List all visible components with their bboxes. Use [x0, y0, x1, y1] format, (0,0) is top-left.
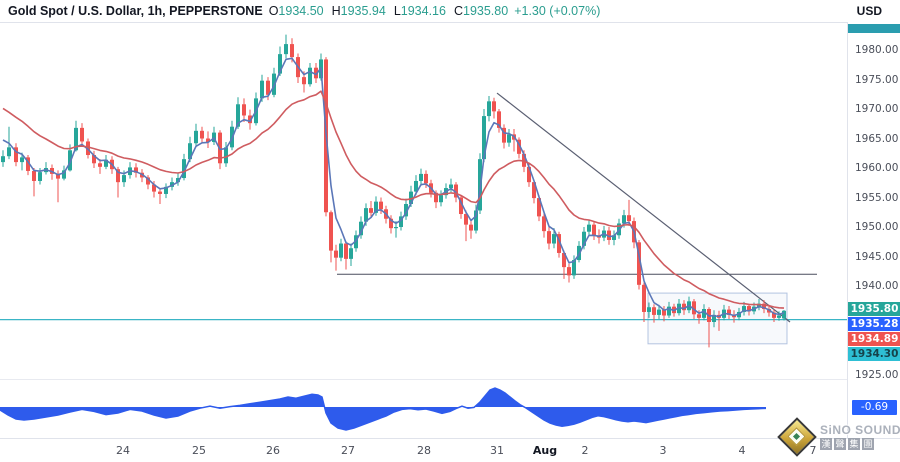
- time-tick-4: 4: [738, 444, 746, 457]
- pane-separator[interactable]: [0, 379, 847, 380]
- price-tick: 1950.00: [855, 221, 899, 233]
- broker-watermark: SiNO SOUND 漢聲集團: [776, 414, 900, 458]
- time-tick-28: 28: [417, 444, 431, 457]
- time-tick-Aug: Aug: [532, 444, 558, 457]
- watermark-cjk-char: 集: [848, 437, 860, 450]
- time-tick-3: 3: [659, 444, 667, 457]
- price-tick: 1980.00: [855, 44, 899, 56]
- high-value: 1935.94: [340, 4, 386, 18]
- chart-header: Gold Spot / U.S. Dollar, 1h, PEPPERSTONE…: [0, 0, 900, 23]
- watermark-title: SiNO SOUND: [820, 422, 900, 437]
- ma_slow-line[interactable]: [2, 90, 785, 309]
- time-tick-27: 27: [341, 444, 355, 457]
- watermark-cjk-char: 團: [862, 437, 874, 450]
- price-tick: 1965.00: [855, 132, 899, 145]
- time-tick-31: 31: [490, 444, 504, 457]
- low-label: L: [393, 4, 401, 18]
- oscillator-curve[interactable]: [0, 387, 767, 431]
- level-price-label: 1934.30: [848, 347, 900, 361]
- price-tick: 1975.00: [855, 73, 899, 86]
- time-tick-25: 25: [192, 444, 206, 457]
- price-tick: 1925.00: [855, 368, 899, 381]
- last-price-label: 1935.80: [848, 302, 900, 316]
- price-tick: 1945.00: [855, 250, 899, 263]
- symbol-row: Gold Spot / U.S. Dollar, 1h, PEPPERSTONE…: [0, 4, 600, 18]
- consolidation-box[interactable]: [647, 292, 788, 345]
- price-tick: 1940.00: [855, 280, 899, 292]
- oscillator-value-label: -0.69: [852, 400, 897, 415]
- open-label: O: [268, 4, 279, 18]
- ma-slow-price-label: 1934.89: [848, 332, 900, 346]
- open-value: 1934.50: [278, 4, 324, 18]
- descending-trendline[interactable]: [496, 92, 791, 323]
- price-tick: 1955.00: [855, 191, 899, 204]
- watermark-text: SiNO SOUND 漢聲集團: [820, 423, 900, 450]
- low-value: 1934.16: [400, 4, 446, 18]
- price-tick: 1970.00: [855, 103, 899, 115]
- sino-sound-logo-icon: [776, 416, 817, 457]
- watermark-cjk: 漢聲集團: [820, 437, 900, 450]
- time-tick-7: 7: [809, 444, 817, 457]
- watermark-cjk-char: 聲: [834, 437, 846, 450]
- time-axis[interactable]: 24 25 26 27 28 31 Aug 2 3 4 7: [0, 438, 900, 462]
- clipped-price-label: [848, 24, 900, 33]
- oscillator-area: [0, 388, 766, 430]
- price-axis[interactable]: 1980.00 1975.00 1970.00 1965.00 1960.00 1955.…: [847, 22, 900, 438]
- symbol-title[interactable]: Gold Spot / U.S. Dollar, 1h, PEPPERSTONE: [8, 4, 263, 18]
- watermark-cjk-char: 漢: [820, 437, 832, 450]
- ma-fast-price-label: 1935.28: [848, 317, 900, 331]
- close-label: C: [453, 4, 463, 18]
- high-label: H: [331, 4, 341, 18]
- price-tick: 1960.00: [855, 162, 899, 174]
- currency-button[interactable]: USD: [848, 0, 890, 21]
- time-tick-26: 26: [266, 444, 280, 457]
- ma_fast-line[interactable]: [2, 57, 785, 318]
- ohlc-values: O1934.50 H1935.94 L1934.16 C1935.80: [269, 4, 509, 18]
- close-value: 1935.80: [463, 4, 509, 18]
- time-tick-24: 24: [116, 444, 130, 457]
- time-tick-2: 2: [581, 444, 589, 457]
- change-value: +1.30 (+0.07%): [514, 4, 601, 18]
